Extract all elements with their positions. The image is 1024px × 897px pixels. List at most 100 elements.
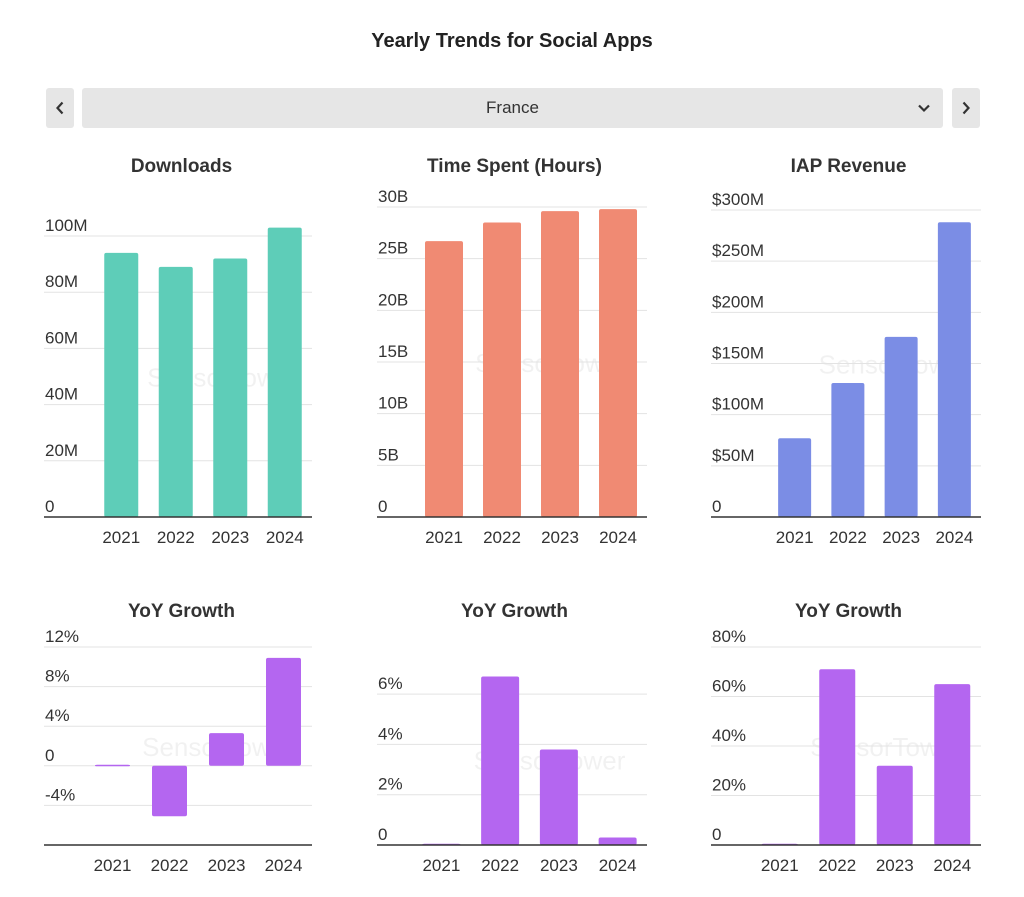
y-tick-label: 0 [378, 497, 387, 516]
x-tick-label: 2024 [599, 528, 637, 547]
chart-title: YoY Growth [128, 601, 235, 622]
bar-2023[interactable] [541, 211, 579, 517]
time-growth-chart: YoY Growth SensorTower02%4%6%20212022202… [377, 595, 652, 885]
chart-title: YoY Growth [795, 601, 902, 622]
y-tick-label: 4% [378, 724, 403, 743]
y-tick-label: 20% [712, 776, 746, 795]
x-tick-label: 2021 [776, 528, 814, 547]
x-tick-label: 2023 [208, 856, 246, 875]
prev-button[interactable] [46, 88, 74, 128]
chart-title: IAP Revenue [790, 156, 907, 177]
country-select-value: France [486, 98, 539, 117]
y-tick-label: -4% [45, 785, 75, 804]
y-tick-label: 0 [712, 825, 721, 844]
x-tick-label: 2022 [483, 528, 521, 547]
y-tick-label: 80M [45, 272, 78, 291]
x-tick-label: 2023 [540, 856, 578, 875]
x-tick-label: 2023 [882, 528, 920, 547]
bar-2024[interactable] [598, 837, 637, 845]
x-tick-label: 2021 [94, 856, 132, 875]
y-tick-label: $300M [712, 190, 764, 209]
bar-2023[interactable] [876, 765, 913, 845]
y-tick-label: 20M [45, 441, 78, 460]
bar-2022[interactable] [152, 765, 187, 817]
x-tick-label: 2023 [211, 528, 249, 547]
chart-title: Time Spent (Hours) [427, 156, 602, 177]
y-tick-label: 100M [45, 216, 88, 235]
bar-2022[interactable] [819, 669, 856, 845]
downloads-chart: Downloads SensorTower020M40M60M80M100M20… [44, 150, 319, 550]
bar-2023[interactable] [209, 733, 244, 766]
x-tick-label: 2022 [481, 856, 519, 875]
bar-2023[interactable] [213, 258, 248, 517]
country-select[interactable]: France [82, 88, 943, 128]
bar-2024[interactable] [937, 222, 971, 517]
y-tick-label: 0 [378, 825, 387, 844]
y-tick-label: 60M [45, 328, 78, 347]
iap-revenue-chart: IAP Revenue SensorTower0$50M$100M$150M$2… [711, 150, 986, 550]
y-tick-label: $250M [712, 241, 764, 260]
y-tick-label: 5B [378, 445, 399, 464]
y-tick-label: 80% [712, 627, 746, 646]
x-tick-label: 2021 [761, 856, 799, 875]
x-tick-label: 2024 [266, 528, 304, 547]
downloads-plot: SensorTower020M40M60M80M100M202120222023… [44, 216, 312, 547]
y-tick-label: 60% [712, 677, 746, 696]
chevron-left-icon [56, 101, 64, 115]
y-tick-label: 6% [378, 674, 403, 693]
chevron-down-icon [918, 104, 930, 113]
chart-title: Downloads [130, 156, 233, 177]
x-tick-label: 2023 [876, 856, 914, 875]
revenue-growth-chart: YoY Growth SensorTower 0 20% 40% 60% 80% 2021 2… [711, 595, 986, 885]
y-tick-label: 0 [45, 746, 54, 765]
y-tick-label: 25B [378, 239, 408, 258]
chevron-right-icon [962, 101, 970, 115]
x-tick-label: 2022 [818, 856, 856, 875]
next-button[interactable] [952, 88, 980, 128]
x-tick-label: 2024 [933, 856, 971, 875]
x-tick-label: 2022 [157, 528, 195, 547]
bar-2022[interactable] [481, 676, 520, 845]
time-spent-plot: SensorTower05B10B15B20B25B30B20212022202… [377, 187, 647, 547]
bar-2024[interactable] [599, 209, 637, 518]
bar-2023[interactable] [884, 336, 918, 517]
bar-2021[interactable] [104, 252, 139, 518]
y-tick-label: $50M [712, 446, 755, 465]
y-tick-label: 30B [378, 187, 408, 206]
bar-2021[interactable] [778, 438, 812, 517]
y-tick-label: $100M [712, 395, 764, 414]
bar-2022[interactable] [158, 266, 193, 517]
bar-2023[interactable] [539, 749, 578, 845]
x-tick-label: 2021 [102, 528, 140, 547]
x-tick-label: 2023 [541, 528, 579, 547]
bar-2021[interactable] [95, 764, 130, 767]
bar-2024[interactable] [267, 227, 302, 517]
bar-2022[interactable] [483, 222, 521, 518]
y-tick-label: 10B [378, 394, 408, 413]
y-tick-label: 15B [378, 342, 408, 361]
y-tick-label: $150M [712, 344, 764, 363]
bar-2021[interactable] [425, 241, 463, 517]
y-tick-label: $200M [712, 292, 764, 311]
bar-2024[interactable] [934, 684, 971, 845]
x-tick-label: 2021 [425, 528, 463, 547]
bar-2024[interactable] [266, 657, 301, 766]
y-tick-label: 40M [45, 385, 78, 404]
page-title: Yearly Trends for Social Apps [371, 30, 653, 52]
x-tick-label: 2024 [599, 856, 637, 875]
downloads-growth-chart: YoY Growth SensorTower-4%04%8%12%2021202… [44, 595, 319, 885]
bar-2022[interactable] [831, 382, 865, 517]
y-tick-label: 40% [712, 726, 746, 745]
x-tick-label: 2022 [151, 856, 189, 875]
x-tick-label: 2024 [935, 528, 973, 547]
time-spent-chart: Time Spent (Hours) SensorTower05B10B15B2… [377, 150, 652, 550]
y-tick-label: 0 [712, 497, 721, 516]
iap-revenue-plot: SensorTower0$50M$100M$150M$200M$250M$300… [711, 190, 981, 547]
y-tick-label: 12% [45, 627, 79, 646]
chart-title: YoY Growth [461, 601, 568, 622]
x-tick-label: 2022 [829, 528, 867, 547]
y-tick-label: 4% [45, 706, 70, 725]
